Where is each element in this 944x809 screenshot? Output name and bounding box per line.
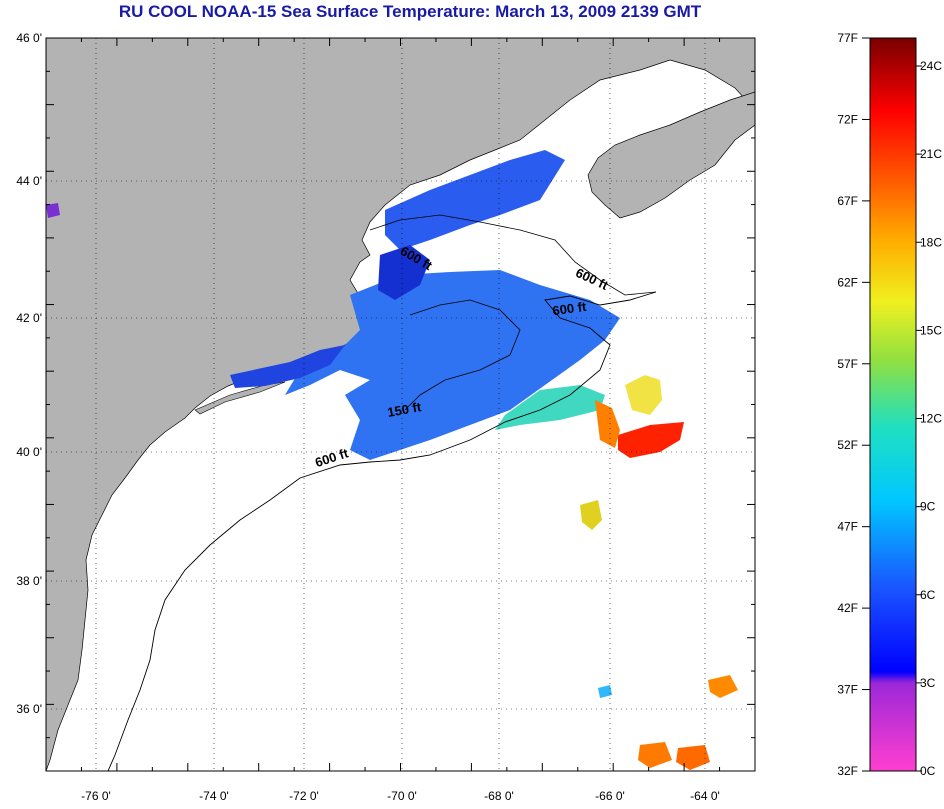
colorbar-c-label: 21C xyxy=(920,147,942,161)
sst-georges xyxy=(285,270,620,460)
colorbar-celsius-labels: 24C 21C 18C 15C 12C 9C 6C 3C 0C xyxy=(916,59,942,778)
colorbar-f-label: 42F xyxy=(837,601,858,615)
colorbar-c-label: 0C xyxy=(920,764,936,778)
sst-patch-orange-south xyxy=(708,675,738,698)
colorbar-c-label: 12C xyxy=(920,412,942,426)
latitude-labels: 46 0' 44 0' 42 0' 40 0' 38 0' 36 0' xyxy=(16,31,42,716)
land-long-island xyxy=(194,381,286,415)
colorbar-c-label: 9C xyxy=(920,500,936,514)
longitude-labels: -76 0' -74 0' -72 0' -70 0' -68 0' -66 0' -64 … xyxy=(81,789,720,803)
sst-gulf-of-maine xyxy=(385,150,565,250)
sst-patch-cyan-south xyxy=(598,685,612,698)
graticule xyxy=(46,38,755,771)
lon-label: -76 0' xyxy=(81,789,111,803)
lon-label: -68 0' xyxy=(484,789,514,803)
colorbar xyxy=(869,37,917,772)
lon-label: -70 0' xyxy=(387,789,417,803)
land-nova-scotia xyxy=(587,91,755,219)
lat-label: 42 0' xyxy=(16,311,42,325)
colorbar-f-label: 62F xyxy=(837,275,858,289)
colorbar-f-label: 67F xyxy=(837,194,858,208)
isobath-150ft xyxy=(404,299,521,411)
lon-label: -72 0' xyxy=(289,789,319,803)
lat-label: 44 0' xyxy=(16,174,42,188)
colorbar-c-label: 18C xyxy=(920,235,942,249)
lat-label: 40 0' xyxy=(16,445,42,459)
isobath-600ft xyxy=(107,291,657,771)
colorbar-f-label: 47F xyxy=(837,520,858,534)
sst-slope-cyan xyxy=(495,385,605,430)
colorbar-c-label: 24C xyxy=(920,59,942,73)
colorbar-f-label: 77F xyxy=(837,31,858,45)
isobath-label: 150 ft xyxy=(386,399,423,420)
colorbar-c-label: 3C xyxy=(920,676,936,690)
sst-slope-warm xyxy=(625,375,662,415)
sst-gulf-stream-red xyxy=(618,422,684,458)
sst-patch-violet xyxy=(46,203,60,218)
colorbar-f-label: 57F xyxy=(837,357,858,371)
isobath-600ft-upper xyxy=(369,214,657,296)
sst-patch-yellow xyxy=(580,500,602,530)
sst-shelf-cold xyxy=(230,345,345,388)
colorbar-f-label: 52F xyxy=(837,438,858,452)
lat-label: 36 0' xyxy=(16,702,42,716)
sst-coastal-dark xyxy=(378,245,430,300)
lat-label: 38 0' xyxy=(16,574,42,588)
lon-label: -64 0' xyxy=(690,789,720,803)
sst-gulf-stream-orange xyxy=(595,400,620,448)
colorbar-fahrenheit-labels: 77F 72F 67F 62F 57F 52F 47F 42F 37F 32F xyxy=(837,31,870,778)
colorbar-c-label: 6C xyxy=(920,588,936,602)
lon-label: -74 0' xyxy=(199,789,229,803)
lon-label: -66 0' xyxy=(595,789,625,803)
colorbar-f-label: 72F xyxy=(837,112,858,126)
colorbar-f-label: 32F xyxy=(837,764,858,778)
isobath-label: 600 ft xyxy=(552,299,588,319)
map-title: RU COOL NOAA-15 Sea Surface Temperature:… xyxy=(118,2,702,21)
colorbar-f-label: 37F xyxy=(837,683,858,697)
axis-ticks xyxy=(45,37,756,772)
sst-patch-orange-bottom xyxy=(638,742,672,768)
colorbar-c-label: 15C xyxy=(920,323,942,337)
lat-label: 46 0' xyxy=(16,31,42,45)
